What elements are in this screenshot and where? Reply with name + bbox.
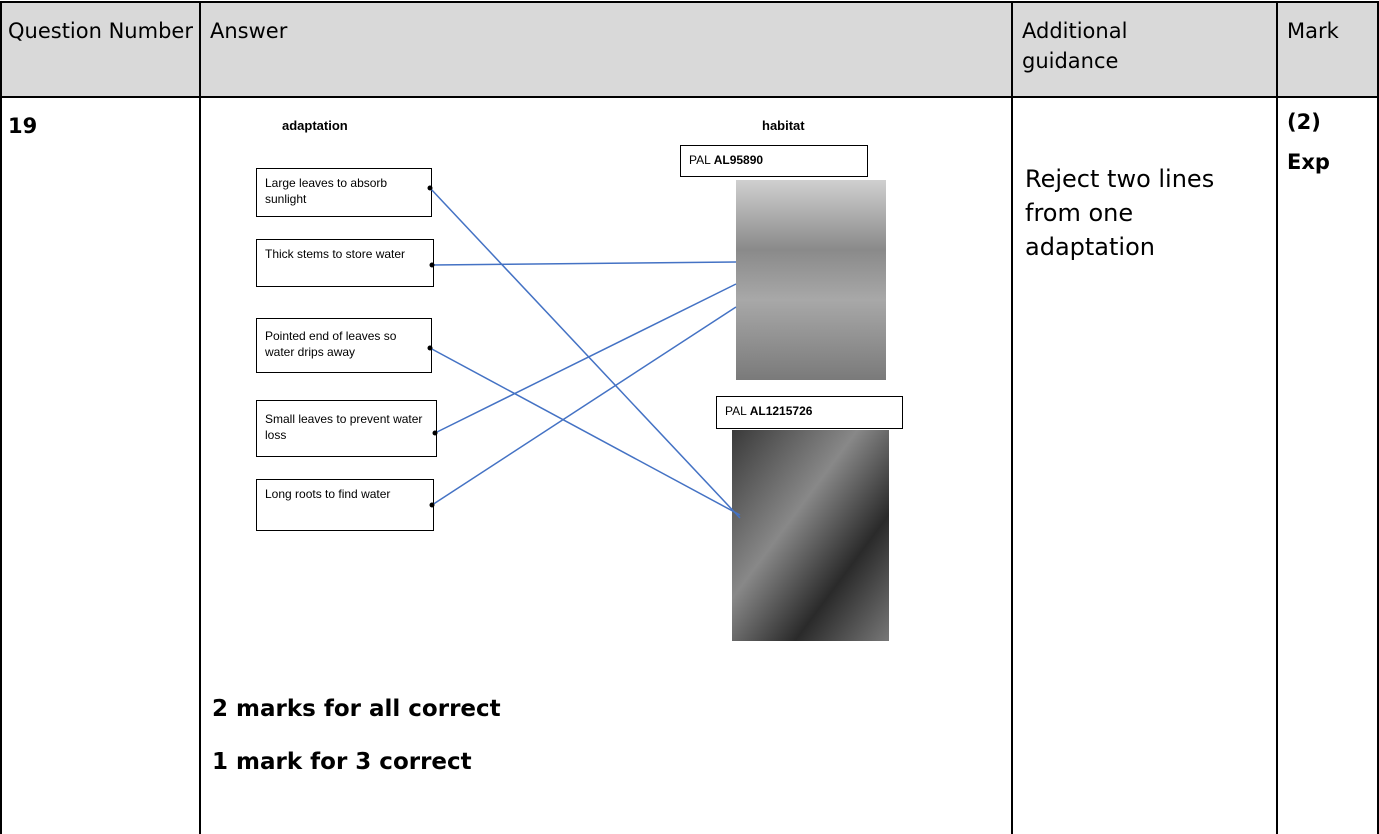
header-cell: Additional guidance: [1022, 19, 1128, 73]
marking-note: 2 marks for all correct: [212, 696, 501, 722]
adaptation-box: Large leaves to absorb sunlight: [256, 168, 432, 217]
header-cell: Mark: [1287, 19, 1339, 43]
marking-note: 1 mark for 3 correct: [212, 749, 472, 775]
header-bg: [0, 2, 1379, 97]
mark-value: Exp: [1287, 150, 1330, 174]
adaptation-box: Thick stems to store water: [256, 239, 434, 287]
connection-lines: [429, 187, 741, 519]
column-heading: habitat: [762, 118, 805, 133]
habitat-label: PAL AL95890: [680, 145, 868, 177]
adaptation-box: Long roots to find water: [256, 479, 434, 531]
question-number: 19: [8, 114, 38, 138]
connection-dots: [427, 185, 438, 508]
header-cell: Question Number: [8, 19, 193, 43]
mark-cell: (2) Exp: [1287, 102, 1330, 182]
habitat-code: AL95890: [713, 153, 764, 167]
habitat-label: PAL AL1215726: [716, 396, 903, 429]
mark-value: (2): [1287, 110, 1321, 134]
forest-image: [732, 430, 889, 641]
header-cell: Answer: [210, 19, 288, 43]
habitat-code: AL1215726: [749, 404, 813, 418]
adaptation-box: Pointed end of leaves so water drips awa…: [256, 318, 432, 373]
habitat-prefix: PAL: [725, 404, 747, 418]
habitat-prefix: PAL: [689, 153, 711, 167]
guidance-text: Reject two lines from one adaptation: [1025, 165, 1215, 261]
column-heading: adaptation: [282, 118, 348, 133]
desert-image: [736, 180, 886, 380]
adaptation-box: Small leaves to prevent water loss: [256, 400, 437, 457]
